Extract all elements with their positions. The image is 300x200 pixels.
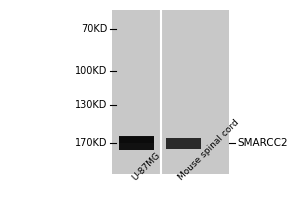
Text: 100KD: 100KD <box>75 66 107 76</box>
FancyBboxPatch shape <box>119 137 154 143</box>
Text: 130KD: 130KD <box>75 100 107 110</box>
FancyBboxPatch shape <box>166 138 201 148</box>
FancyBboxPatch shape <box>112 10 229 174</box>
Text: U-87MG: U-87MG <box>130 150 162 182</box>
Text: Mouse spinal cord: Mouse spinal cord <box>177 118 241 182</box>
Text: SMARCC2: SMARCC2 <box>238 138 288 148</box>
Text: 70KD: 70KD <box>81 24 107 34</box>
Text: 170KD: 170KD <box>75 138 107 148</box>
FancyBboxPatch shape <box>119 136 154 150</box>
